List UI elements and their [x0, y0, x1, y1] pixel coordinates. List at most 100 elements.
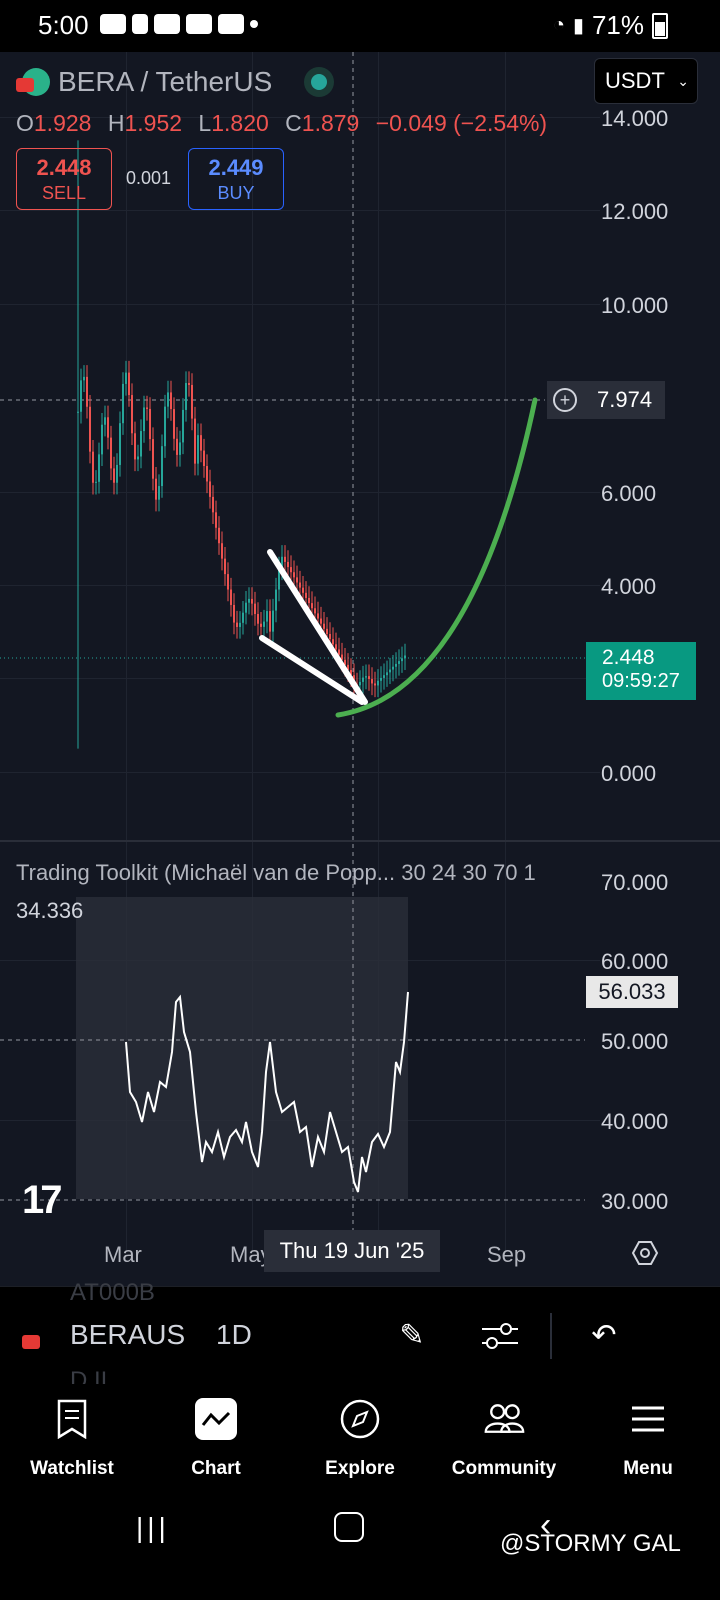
more-notifications-icon [250, 20, 258, 28]
candle-body [344, 659, 346, 665]
candle-body [230, 589, 232, 605]
candle-body [248, 598, 250, 603]
undo-icon[interactable]: ↶ [591, 1318, 617, 1352]
candle-body [170, 392, 172, 410]
candle-body [260, 623, 262, 627]
candle-body [269, 611, 271, 632]
high-value: 1.952 [124, 110, 183, 136]
indicators-settings-icon[interactable] [476, 1311, 524, 1359]
youtube-icon [186, 14, 212, 34]
status-right: ◔ ▮ 71% [553, 10, 668, 41]
date-axis[interactable]: Mar May Sep Thu 19 Jun '25 [0, 1230, 720, 1286]
candle-body [86, 376, 88, 407]
price-axis-label: 4.000 [601, 574, 657, 599]
recent-apps-icon[interactable]: ||| [136, 1512, 170, 1543]
app-notification-icon [100, 14, 126, 34]
nav-explore[interactable]: Explore [288, 1384, 432, 1500]
nav-community[interactable]: Community [432, 1384, 576, 1500]
community-icon [483, 1398, 525, 1440]
spread-value: 0.001 [126, 168, 172, 188]
candle-body [98, 454, 100, 482]
candle-body [119, 423, 121, 465]
sell-button[interactable]: 2.448 SELL [16, 148, 112, 210]
candle-body [203, 450, 205, 467]
candle-body [128, 372, 130, 396]
sell-label: SELL [41, 183, 87, 203]
buy-button[interactable]: 2.449 BUY [188, 148, 284, 210]
candle-body [104, 417, 106, 425]
price-chart[interactable] [0, 52, 600, 1252]
sell-price: 2.448 [36, 155, 92, 180]
candle-body [341, 654, 343, 660]
settings-icon[interactable] [630, 1238, 660, 1268]
watchlist-icon [51, 1398, 93, 1440]
status-time: 5:00 [38, 10, 89, 40]
candle-body [281, 556, 283, 569]
close-label: C [285, 110, 302, 136]
bar-countdown: 09:59:27 [602, 670, 680, 692]
bera-logo-icon [16, 68, 50, 96]
candle-body [302, 587, 304, 593]
candle-body [89, 406, 91, 452]
candle-body [179, 442, 181, 455]
market-status-icon[interactable] [304, 67, 335, 97]
ghost-text: AT000B [70, 1279, 155, 1306]
menu-icon [627, 1398, 669, 1440]
price-axis-label: 6.000 [601, 481, 657, 506]
nav-watchlist[interactable]: Watchlist [0, 1384, 144, 1500]
back-icon[interactable]: ‹ [540, 1506, 552, 1544]
system-nav-bar: ||| ‹ @STORMY GAL [0, 1500, 720, 1600]
compass-icon [339, 1398, 381, 1440]
currency-select[interactable]: USDT ⌄ [594, 58, 698, 104]
crosshair-price-tag[interactable]: + 7.974 [547, 381, 665, 419]
toolbar-interval[interactable]: 1D [216, 1319, 252, 1350]
symbol-header[interactable]: BERA / TetherUS [16, 66, 335, 98]
price-axis-label: 12.000 [601, 199, 669, 224]
low-label: L [198, 110, 212, 136]
candle-body [338, 649, 340, 655]
symbol-title[interactable]: BERA / TetherUS [58, 66, 273, 97]
drawing-tools-icon[interactable]: ✎ [399, 1318, 425, 1352]
date-label-sep: Sep [487, 1242, 527, 1267]
tradingview-logo[interactable]: 17 [22, 1178, 62, 1222]
crosshair-date: Thu 19 Jun '25 [264, 1230, 440, 1272]
candle-body [257, 613, 259, 624]
candle-body [134, 433, 136, 460]
candle-body [221, 543, 223, 559]
candle-body [218, 527, 220, 544]
nav-chart[interactable]: Chart [144, 1384, 288, 1500]
youtube-icon [154, 14, 180, 34]
candle-body [149, 408, 151, 440]
indicator-chart[interactable] [0, 52, 600, 1252]
toolbar-divider [550, 1313, 552, 1359]
candle-body [347, 664, 349, 671]
price-axis-label: 0.000 [601, 761, 657, 786]
chart-area[interactable]: BERA / TetherUS USDT ⌄ O1.928 H1.952 L1.… [0, 52, 720, 1308]
battery-percent: 71% [591, 10, 644, 40]
candle-body [176, 438, 178, 455]
candle-body [107, 417, 109, 438]
candle-body [380, 677, 382, 681]
candle-body [224, 558, 226, 575]
toolbar-symbol[interactable]: BERAUS [70, 1319, 186, 1350]
candle-body [185, 383, 187, 410]
candle-body [137, 456, 139, 460]
add-alert-icon[interactable]: + [553, 388, 577, 412]
nav-menu[interactable]: Menu [576, 1384, 720, 1500]
candle-body [278, 568, 280, 590]
indicator-title[interactable]: Trading Toolkit (Michaël van de Popp... … [16, 860, 536, 885]
candle-body [77, 411, 79, 413]
candle-body [191, 384, 193, 419]
candle-body [275, 589, 277, 611]
candle-body [305, 592, 307, 598]
candle-body [83, 376, 85, 381]
candle-body [296, 577, 298, 583]
candle-body [401, 658, 403, 662]
nav-menu-label: Menu [623, 1458, 673, 1479]
candle-body [293, 572, 295, 578]
home-icon[interactable] [334, 1512, 364, 1542]
wedge-lower-line [259, 635, 365, 705]
indicator-line [125, 991, 409, 1193]
candle-body [125, 372, 127, 384]
candle-body [329, 633, 331, 640]
